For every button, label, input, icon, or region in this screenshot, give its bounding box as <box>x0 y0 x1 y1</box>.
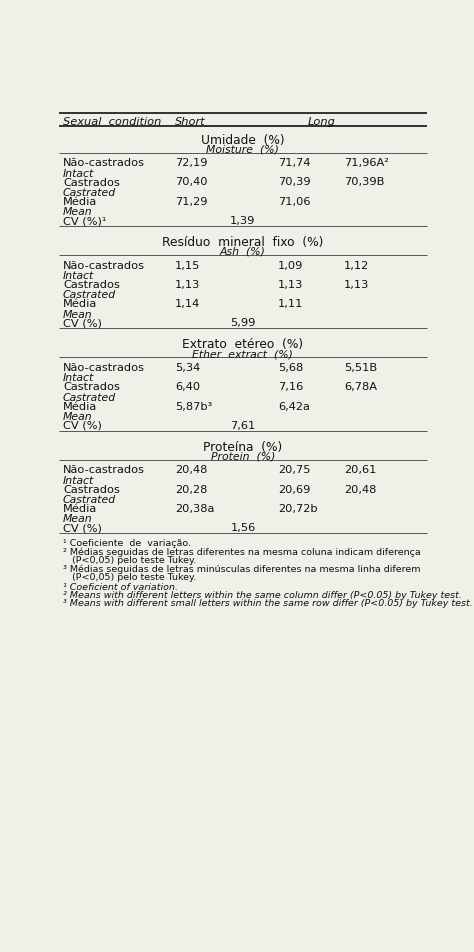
Text: Média: Média <box>63 196 97 207</box>
Text: Long: Long <box>307 116 335 127</box>
Text: (P<0,05) pelo teste Tukey.: (P<0,05) pelo teste Tukey. <box>63 572 196 581</box>
Text: 1,13: 1,13 <box>278 280 303 289</box>
Text: 20,48: 20,48 <box>344 485 376 494</box>
Text: 1,09: 1,09 <box>278 261 303 270</box>
Text: 1,15: 1,15 <box>175 261 201 270</box>
Text: 1,12: 1,12 <box>344 261 369 270</box>
Text: Não-castrados: Não-castrados <box>63 465 145 475</box>
Text: 1,14: 1,14 <box>175 299 200 308</box>
Text: Moisture  (%): Moisture (%) <box>207 145 279 154</box>
Text: ³ Médias seguidas de letras minúsculas diferentes na mesma linha diferem: ³ Médias seguidas de letras minúsculas d… <box>63 564 420 573</box>
Text: Mean: Mean <box>63 309 92 319</box>
Text: 70,40: 70,40 <box>175 177 208 188</box>
Text: 1,13: 1,13 <box>344 280 369 289</box>
Text: 20,61: 20,61 <box>344 465 376 475</box>
Text: Castrados: Castrados <box>63 485 120 494</box>
Text: CV (%): CV (%) <box>63 523 102 533</box>
Text: Ether  extract  (%): Ether extract (%) <box>192 348 293 359</box>
Text: 1,56: 1,56 <box>230 523 255 533</box>
Text: 5,51B: 5,51B <box>344 363 377 372</box>
Text: 5,87b³: 5,87b³ <box>175 401 212 411</box>
Text: 20,75: 20,75 <box>278 465 310 475</box>
Text: 1,11: 1,11 <box>278 299 303 308</box>
Text: Mean: Mean <box>63 207 92 217</box>
Text: (P<0,05) pelo teste Tukey.: (P<0,05) pelo teste Tukey. <box>63 555 196 564</box>
Text: 1,39: 1,39 <box>230 216 255 226</box>
Text: Castrados: Castrados <box>63 177 120 188</box>
Text: 71,06: 71,06 <box>278 196 310 207</box>
Text: Intact: Intact <box>63 475 94 486</box>
Text: Castrated: Castrated <box>63 495 116 505</box>
Text: 1,13: 1,13 <box>175 280 201 289</box>
Text: Mean: Mean <box>63 411 92 422</box>
Text: 5,99: 5,99 <box>230 318 255 328</box>
Text: Intact: Intact <box>63 169 94 178</box>
Text: 20,38a: 20,38a <box>175 504 214 513</box>
Text: 70,39B: 70,39B <box>344 177 384 188</box>
Text: ² Médias seguidas de letras diferentes na mesma coluna indicam diferença: ² Médias seguidas de letras diferentes n… <box>63 546 420 556</box>
Text: Proteína  (%): Proteína (%) <box>203 441 283 453</box>
Text: 71,96A²: 71,96A² <box>344 158 389 169</box>
Text: ³ Means with different small letters within the same row differ (P<0.05) by Tuke: ³ Means with different small letters wit… <box>63 598 473 607</box>
Text: Não-castrados: Não-castrados <box>63 261 145 270</box>
Text: 71,74: 71,74 <box>278 158 310 169</box>
Text: 6,42a: 6,42a <box>278 401 310 411</box>
Text: Ash  (%): Ash (%) <box>220 247 266 256</box>
Text: ² Means with different letters within the same column differ (P<0.05) by Tukey t: ² Means with different letters within th… <box>63 590 462 599</box>
Text: Não-castrados: Não-castrados <box>63 363 145 372</box>
Text: Intact: Intact <box>63 270 94 281</box>
Text: Castrated: Castrated <box>63 392 116 403</box>
Text: 6,40: 6,40 <box>175 382 200 392</box>
Text: 72,19: 72,19 <box>175 158 208 169</box>
Text: Intact: Intact <box>63 373 94 383</box>
Text: CV (%): CV (%) <box>63 318 102 328</box>
Text: Umidade  (%): Umidade (%) <box>201 133 285 147</box>
Text: 5,68: 5,68 <box>278 363 303 372</box>
Text: Castrated: Castrated <box>63 188 116 198</box>
Text: 20,48: 20,48 <box>175 465 207 475</box>
Text: Extrato  etéreo  (%): Extrato etéreo (%) <box>182 338 303 351</box>
Text: Castrados: Castrados <box>63 280 120 289</box>
Text: 7,61: 7,61 <box>230 421 255 430</box>
Text: 6,78A: 6,78A <box>344 382 377 392</box>
Text: Resíduo  mineral  fixo  (%): Resíduo mineral fixo (%) <box>162 236 324 248</box>
Text: ¹ Coeficiente  de  variação.: ¹ Coeficiente de variação. <box>63 538 191 547</box>
Text: Castrados: Castrados <box>63 382 120 392</box>
Text: CV (%): CV (%) <box>63 421 102 430</box>
Text: 71,29: 71,29 <box>175 196 208 207</box>
Text: 20,72b: 20,72b <box>278 504 318 513</box>
Text: 20,28: 20,28 <box>175 485 207 494</box>
Text: Mean: Mean <box>63 514 92 524</box>
Text: 70,39: 70,39 <box>278 177 310 188</box>
Text: 7,16: 7,16 <box>278 382 303 392</box>
Text: Sexual  condition: Sexual condition <box>63 116 161 127</box>
Text: Não-castrados: Não-castrados <box>63 158 145 169</box>
Text: 5,34: 5,34 <box>175 363 200 372</box>
Text: Média: Média <box>63 504 97 513</box>
Text: Short: Short <box>175 116 206 127</box>
Text: Média: Média <box>63 299 97 308</box>
Text: 20,69: 20,69 <box>278 485 310 494</box>
Text: ¹ Coeficient of variation.: ¹ Coeficient of variation. <box>63 582 178 591</box>
Text: Protein  (%): Protein (%) <box>211 451 275 461</box>
Text: CV (%)¹: CV (%)¹ <box>63 216 106 226</box>
Text: Castrated: Castrated <box>63 290 116 300</box>
Text: Média: Média <box>63 401 97 411</box>
